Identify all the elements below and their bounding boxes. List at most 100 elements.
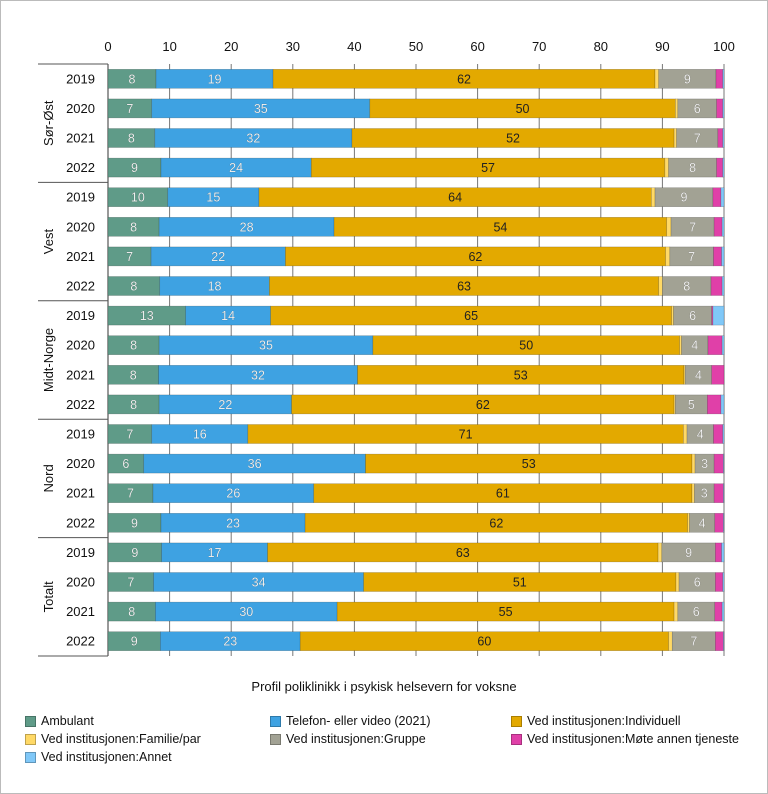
data-label: 65 [464,309,478,323]
bar-segment [666,217,672,237]
data-label: 52 [506,132,520,146]
year-label: 2021 [66,249,95,264]
data-label: 8 [129,72,136,86]
bar-segment [654,69,660,89]
year-label: 2019 [66,190,95,205]
data-label: 54 [493,220,507,234]
bar-segment [722,572,725,592]
data-label: 23 [223,635,237,649]
group-label: Midt-Norge [41,328,56,392]
legend-item: Ved institusjonen:Familie/par [25,732,201,746]
bar-segment [651,187,656,207]
bar-segment [723,631,725,652]
data-label: 62 [476,398,490,412]
data-label: 22 [218,398,232,412]
bar-segment [720,187,725,207]
legend-label: Telefon- eller video (2021) [286,714,431,728]
data-label: 64 [448,191,462,205]
bar-segment [713,246,722,267]
bar-segment [722,424,725,444]
legend-swatch [270,733,281,745]
bar-segment [675,572,680,592]
legend-swatch [25,733,36,745]
bar-segment [715,631,724,652]
year-label: 2019 [66,545,95,560]
group-label: Nord [41,464,56,492]
data-label: 35 [259,339,273,353]
legend-label: Ved institusjonen:Møte annen tjeneste [527,732,739,746]
x-tick-label: 30 [286,39,300,54]
bar-segment [143,453,366,474]
data-label: 13 [140,309,154,323]
data-label: 17 [208,546,222,560]
data-label: 32 [251,368,265,382]
bar-segment [683,424,688,444]
data-label: 62 [489,516,503,530]
bar-segment [720,394,725,415]
data-label: 61 [496,487,510,501]
bar-segment [707,394,722,415]
bar-segment [721,601,725,622]
data-label: 9 [684,72,691,86]
data-label: 57 [481,161,495,175]
data-label: 5 [688,398,695,412]
data-label: 7 [126,428,133,442]
data-label: 3 [701,487,708,501]
legend-swatch [270,715,281,727]
legend-swatch [511,733,522,745]
x-tick-label: 60 [470,39,484,54]
bar-segment [721,542,725,563]
data-label: 22 [211,250,225,264]
legend-swatch [511,715,522,727]
bar-segment [658,276,663,296]
legend-item: Telefon- eller video (2021) [270,714,431,728]
group-label: Vest [41,229,56,255]
data-label: 53 [522,457,536,471]
bar-segment [712,305,725,326]
data-label: 8 [130,339,137,353]
data-label: 34 [252,576,266,590]
group-label: Totalt [41,581,56,612]
bar-segment [721,335,725,356]
data-label: 7 [126,102,133,116]
data-label: 7 [689,220,696,234]
data-label: 7 [126,250,133,264]
bar-segment [675,98,679,119]
bar-segment [722,69,725,89]
data-label: 8 [130,398,137,412]
data-label: 8 [689,161,696,175]
bar-segment [691,483,695,504]
year-label: 2021 [66,131,95,146]
data-label: 4 [691,339,698,353]
data-label: 6 [693,605,700,619]
bar-segment [713,453,724,474]
data-label: 28 [240,220,254,234]
legend-label: Ved institusjonen:Gruppe [286,732,426,746]
data-label: 26 [226,487,240,501]
data-label: 36 [248,457,262,471]
bar-segment [673,601,679,622]
year-label: 2020 [66,575,95,590]
x-tick-label: 40 [347,39,361,54]
bar-segment [107,394,160,415]
data-label: 8 [130,280,137,294]
data-label: 51 [513,576,527,590]
bar-segment [723,483,725,504]
data-label: 55 [499,605,513,619]
year-label: 2019 [66,308,95,323]
legend-swatch [25,715,36,727]
data-label: 10 [131,191,145,205]
bar-segment [723,453,725,474]
bar-segment [713,217,723,237]
bar-segment [167,187,260,207]
data-label: 8 [683,280,690,294]
x-tick-label: 100 [713,39,735,54]
bar-segment [722,157,725,178]
bar-segment [676,128,719,148]
x-tick-label: 70 [532,39,546,54]
bar-segment [664,157,669,178]
bar-segment [716,98,724,119]
data-label: 50 [519,339,533,353]
bar-segment [715,572,724,592]
